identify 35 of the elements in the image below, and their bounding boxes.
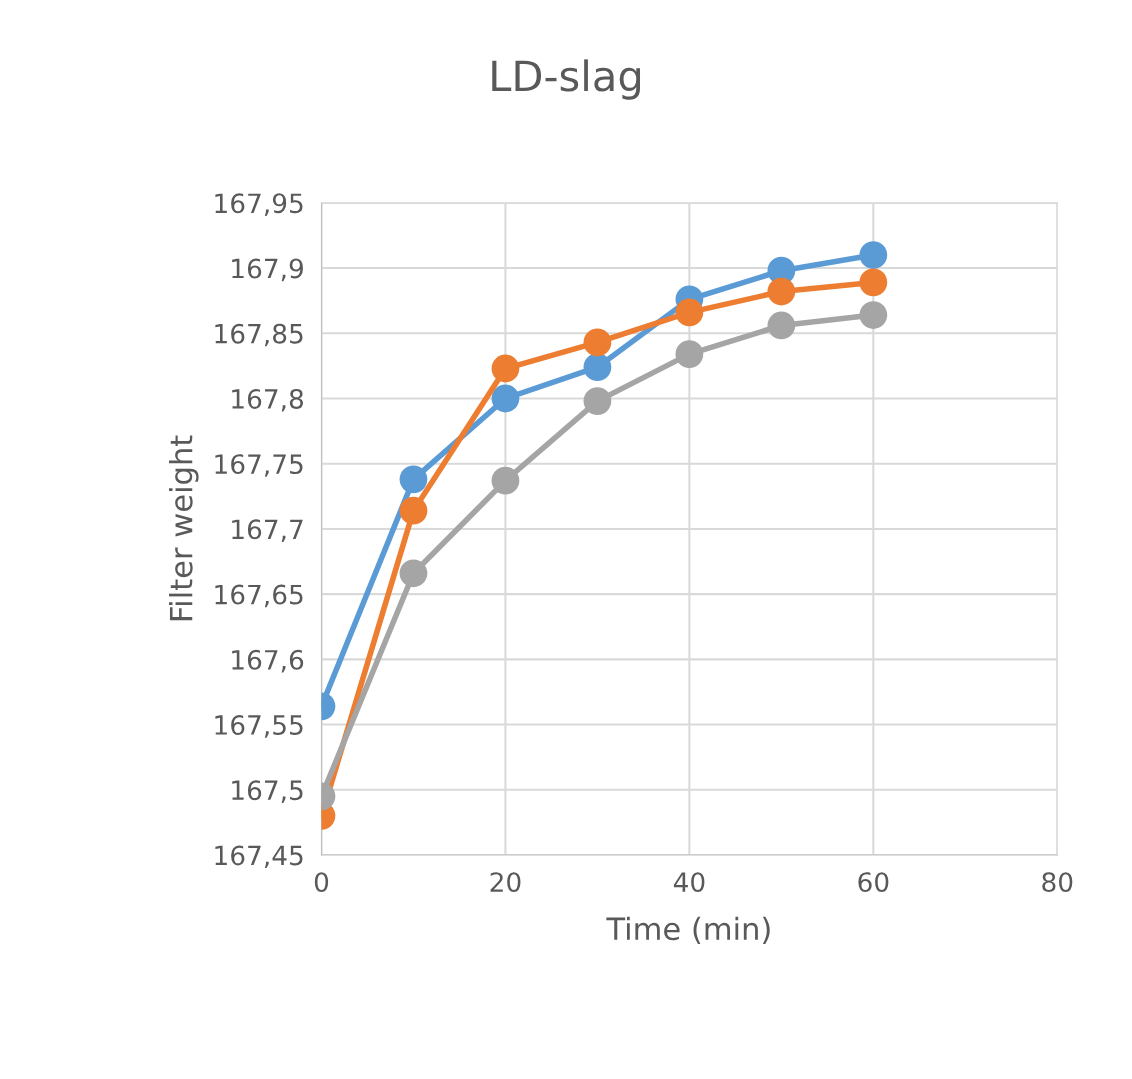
y-tick-label: 167,85 xyxy=(215,323,303,347)
y-tick-label: 167,55 xyxy=(215,715,303,738)
chart-title: LD-slag xyxy=(492,59,641,100)
point xyxy=(583,387,612,415)
x-tick-label: 20 xyxy=(490,872,521,893)
y-tick-label: 167,9 xyxy=(232,258,303,282)
point xyxy=(859,241,888,269)
point xyxy=(399,465,428,494)
point xyxy=(583,328,612,357)
x-tick-label: 40 xyxy=(673,872,705,893)
point xyxy=(491,354,520,383)
y-tick-label: 167,65 xyxy=(215,584,303,608)
point xyxy=(583,353,612,382)
y-tick-label: 167,95 xyxy=(215,193,303,216)
point xyxy=(859,268,888,297)
x-axis-title: Time (min) xyxy=(606,916,770,944)
y-tick-label: 167,75 xyxy=(215,454,303,477)
y-tick-label: 167,7 xyxy=(232,519,303,543)
y-axis-title: Filter weight xyxy=(169,435,199,621)
point xyxy=(399,559,428,588)
point xyxy=(399,496,428,525)
y-tick-label: 167,8 xyxy=(232,388,304,412)
point xyxy=(675,298,704,327)
x-tick-label: 60 xyxy=(858,872,889,893)
point xyxy=(859,301,888,329)
point xyxy=(767,311,796,340)
x-tick-label: 80 xyxy=(1042,872,1073,893)
x-tick-label: 0 xyxy=(314,872,329,893)
y-tick-label: 167,45 xyxy=(215,845,303,869)
point xyxy=(767,277,796,306)
point xyxy=(491,384,520,413)
point xyxy=(675,340,704,369)
y-tick-label: 167,6 xyxy=(232,649,304,673)
y-tick-label: 167,5 xyxy=(232,780,303,803)
point xyxy=(491,466,520,495)
